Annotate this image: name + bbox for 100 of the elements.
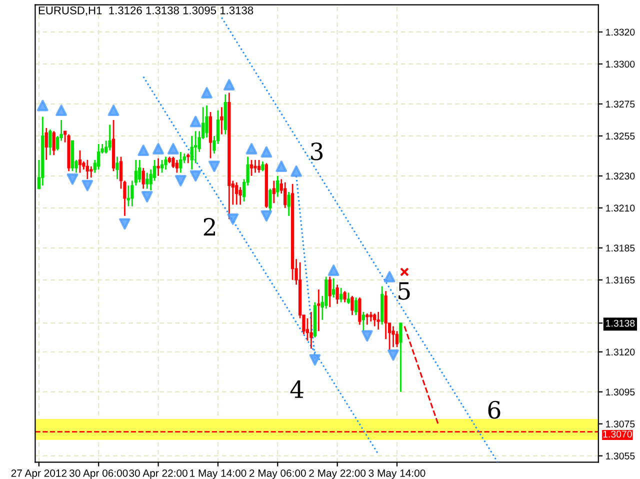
point (82, 180, 94, 192)
candlestick (343, 290, 346, 303)
annotation: 6 (488, 400, 500, 419)
candlestick (261, 160, 264, 172)
candlestick (366, 312, 369, 326)
point (168, 143, 179, 154)
candlestick (142, 167, 145, 190)
point (119, 218, 130, 230)
point (208, 160, 220, 172)
candlestick (235, 182, 238, 206)
candlestick (238, 186, 242, 206)
point (141, 191, 153, 202)
y-tick-label: 1.3300 (606, 60, 635, 68)
point (190, 116, 202, 128)
y-tick-label: 1.3120 (606, 348, 635, 356)
annotation: 2 (204, 218, 215, 236)
point (152, 143, 164, 154)
x-tick-label: 30 Apr 06:00 (69, 469, 128, 479)
point (223, 79, 235, 90)
candlestick (272, 180, 276, 204)
point (174, 175, 186, 186)
candlestick (317, 288, 320, 332)
point (108, 104, 120, 116)
candlestick (399, 322, 402, 393)
candlestick (146, 172, 149, 190)
point (190, 170, 202, 182)
y-tick-label: 1.3095 (606, 388, 635, 396)
y-tick-label: 1.3230 (606, 172, 635, 180)
point (201, 87, 212, 98)
candlestick (164, 156, 168, 170)
point (260, 210, 272, 222)
candlestick (86, 159, 89, 180)
candlestick (205, 104, 208, 138)
y-tick-label: 1.3055 (606, 452, 635, 460)
annotation: 4 (290, 380, 304, 398)
y-tick-label: 1.3075 (606, 420, 635, 428)
candlestick (369, 311, 372, 322)
candlestick (90, 166, 93, 178)
candlestick (172, 156, 175, 169)
x-tick-label: 2 May 06:00 (250, 469, 306, 479)
point (36, 100, 48, 112)
candlestick (175, 159, 179, 174)
annotation: 5 (398, 282, 410, 300)
candlestick (373, 312, 376, 327)
y-tick-label: 1.3255 (606, 132, 635, 140)
point (227, 213, 239, 225)
candlestick (48, 128, 52, 156)
ref-line-label: 1.3070 (603, 430, 632, 438)
point (400, 267, 409, 276)
y-tick-label: 1.3275 (606, 100, 635, 108)
candlestick (156, 158, 160, 177)
candlestick (336, 284, 339, 305)
point (384, 270, 396, 282)
candlestick (257, 159, 261, 174)
point (388, 349, 399, 361)
x-tick-label: 2 May 22:00 (309, 469, 366, 479)
candlestick (376, 311, 380, 330)
point (260, 146, 272, 158)
candlestick (160, 159, 164, 174)
annotation: 3 (311, 142, 323, 160)
point (309, 354, 321, 366)
candlestick (97, 143, 100, 170)
candlestick (220, 106, 224, 136)
candlestick (108, 124, 112, 152)
candlestick (310, 311, 313, 350)
candlestick (332, 278, 336, 298)
candlestick (284, 182, 287, 209)
candlestick (126, 184, 130, 208)
candlestick (268, 188, 272, 212)
y-tick-label: 1.3185 (606, 244, 635, 252)
candlestick (276, 175, 280, 198)
candlestick (250, 159, 254, 177)
x-tick-label: 1 May 14:00 (190, 469, 246, 479)
candlestick (179, 151, 182, 174)
x-tick-label: 30 Apr 22:00 (129, 469, 188, 479)
point (56, 104, 68, 116)
candlestick (339, 287, 343, 303)
point (246, 143, 258, 154)
y-tick-label: 1.3210 (606, 204, 635, 212)
candlestick (44, 127, 48, 161)
candlestick (52, 130, 56, 156)
point (66, 173, 78, 185)
y-tick-label: 1.3320 (606, 28, 635, 36)
candlestick (138, 159, 142, 184)
x-tick-label: 3 May 14:00 (368, 469, 426, 479)
candlestick (78, 150, 82, 174)
candlestick (392, 326, 395, 348)
point (138, 144, 150, 156)
x-tick-label: 27 Apr 2012 (11, 469, 66, 479)
candlestick (190, 135, 194, 170)
candlestick (287, 191, 290, 217)
chart-title: EURUSD,H1 1.3126 1.3138 1.3095 1.3138 (38, 6, 254, 16)
candlestick (254, 159, 257, 174)
y-tick-label: 1.3138 (606, 320, 635, 327)
point (328, 264, 340, 276)
candlestick (395, 330, 399, 348)
point (361, 330, 373, 342)
y-tick-label: 1.3165 (606, 276, 635, 284)
candlestick (116, 156, 119, 180)
candlestick (362, 311, 365, 332)
